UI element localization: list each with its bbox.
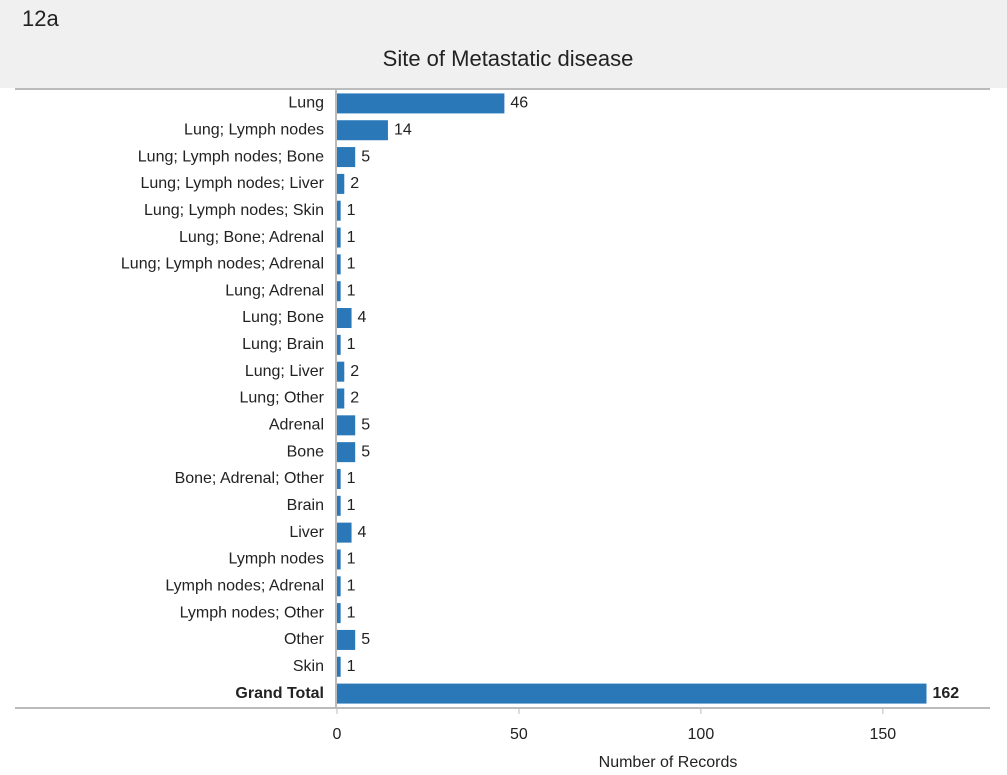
- value-label: 2: [350, 363, 359, 380]
- y-tick-label: Bone: [287, 443, 324, 460]
- value-label: 4: [358, 309, 367, 326]
- bar: [337, 361, 345, 382]
- y-tick-label: Lung; Lymph nodes; Bone: [138, 148, 324, 165]
- bar: [337, 656, 341, 677]
- bar: [337, 254, 341, 275]
- value-label: 1: [347, 497, 356, 514]
- bar: [337, 308, 352, 329]
- value-label: 1: [347, 202, 356, 219]
- y-tick-label: Lung; Bone: [242, 309, 324, 326]
- value-label: 14: [394, 121, 412, 138]
- x-tick-label: 50: [510, 726, 528, 743]
- chart-title: Site of Metastatic disease: [383, 46, 634, 71]
- y-tick-label: Liver: [289, 524, 324, 541]
- panel-label: 12a: [22, 6, 59, 31]
- y-tick-label: Brain: [287, 497, 324, 514]
- x-axis-label: Number of Records: [599, 754, 738, 771]
- y-tick-label: Lung; Bone; Adrenal: [179, 229, 324, 246]
- value-label: 162: [933, 685, 960, 702]
- x-tick-label: 150: [869, 726, 896, 743]
- bar: [337, 629, 356, 650]
- value-label: 5: [361, 148, 370, 165]
- y-tick-label: Lung; Liver: [245, 363, 325, 380]
- bar: [337, 495, 341, 516]
- y-tick-label: Lung; Lymph nodes; Liver: [140, 175, 324, 192]
- value-label: 1: [347, 578, 356, 595]
- bar: [337, 227, 341, 248]
- bar: [337, 576, 341, 597]
- value-label: 1: [347, 658, 356, 675]
- value-label: 1: [347, 256, 356, 273]
- bar: [337, 415, 356, 436]
- value-label: 2: [350, 390, 359, 407]
- value-label: 4: [358, 524, 367, 541]
- value-label: 5: [361, 631, 370, 648]
- value-label: 1: [347, 229, 356, 246]
- bar: [337, 388, 345, 409]
- value-label: 5: [361, 417, 370, 434]
- bar: [337, 281, 341, 302]
- y-tick-label: Lung; Other: [240, 390, 325, 407]
- y-tick-label: Bone; Adrenal; Other: [175, 470, 325, 487]
- y-tick-label: Lymph nodes: [229, 551, 324, 568]
- value-label: 1: [347, 551, 356, 568]
- value-label: 1: [347, 336, 356, 353]
- y-tick-label: Lung: [288, 95, 324, 112]
- bar: [337, 468, 341, 489]
- y-tick-label: Lung; Lymph nodes; Skin: [144, 202, 324, 219]
- bar: [337, 200, 341, 221]
- bar: [337, 147, 356, 168]
- bar: [337, 173, 345, 194]
- x-tick-label: 100: [688, 726, 715, 743]
- y-tick-label: Lung; Lymph nodes; Adrenal: [121, 256, 324, 273]
- bar: [337, 549, 341, 570]
- value-label: 5: [361, 443, 370, 460]
- y-tick-label: Lymph nodes; Adrenal: [165, 578, 324, 595]
- x-tick-label: 0: [333, 726, 342, 743]
- value-label: 1: [347, 282, 356, 299]
- y-tick-label: Other: [284, 631, 325, 648]
- y-tick-label: Lung; Brain: [242, 336, 324, 353]
- y-tick-label: Skin: [293, 658, 324, 675]
- bar: [337, 522, 352, 543]
- y-tick-label: Lung; Lymph nodes: [184, 121, 324, 138]
- y-tick-label: Adrenal: [269, 417, 324, 434]
- y-tick-label: Lymph nodes; Other: [180, 604, 325, 621]
- bar: [337, 442, 356, 463]
- bar: [337, 93, 505, 114]
- value-label: 1: [347, 470, 356, 487]
- bar: [337, 334, 341, 355]
- bar: [337, 683, 927, 704]
- value-label: 2: [350, 175, 359, 192]
- header-band: [0, 0, 1007, 88]
- bar: [337, 120, 388, 141]
- value-label: 46: [510, 95, 528, 112]
- value-label: 1: [347, 604, 356, 621]
- bar: [337, 603, 341, 624]
- y-tick-label: Grand Total: [235, 685, 324, 702]
- y-tick-label: Lung; Adrenal: [225, 282, 324, 299]
